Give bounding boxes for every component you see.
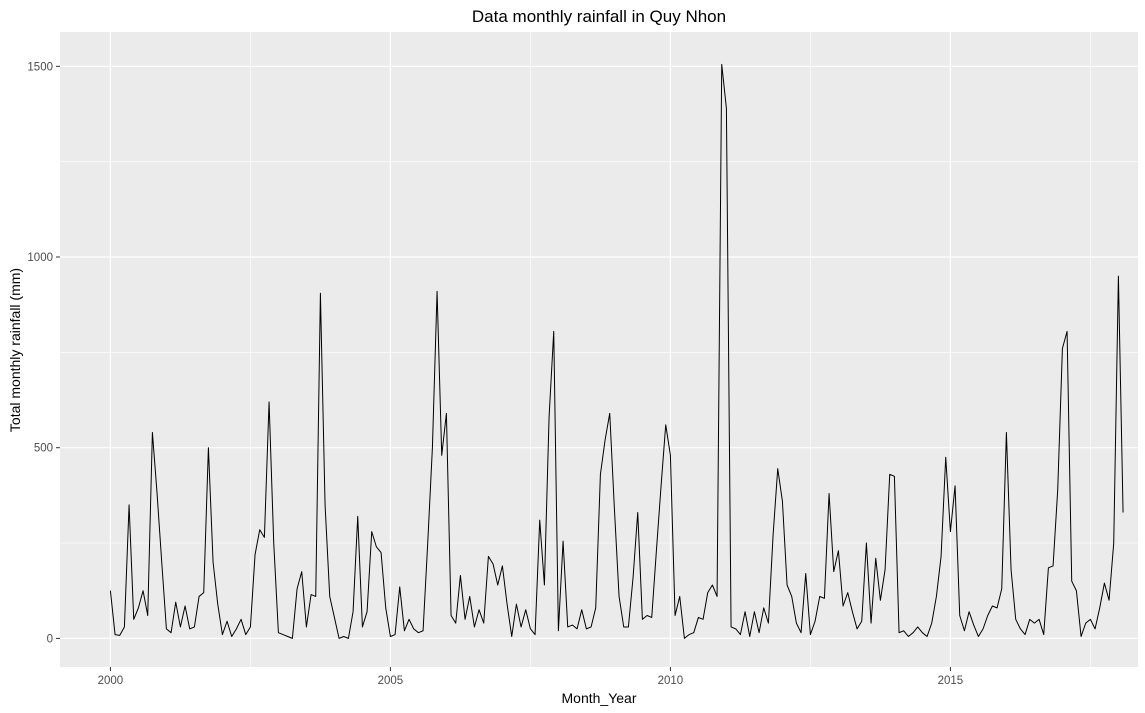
plot-panel (60, 32, 1138, 667)
series-line (109, 63, 1124, 639)
axis-ticks (56, 65, 951, 671)
y-tick-label: 1000 (27, 252, 53, 264)
x-axis-title: Month_Year (562, 690, 637, 706)
y-tick-labels: 0 500 1000 1500 (27, 61, 53, 645)
y-tick-label: 0 (47, 633, 53, 645)
y-axis-title: Total monthly rainfall (mm) (7, 268, 23, 432)
major-gridlines (60, 32, 1138, 667)
minor-gridlines (60, 32, 1138, 667)
y-tick-label: 1500 (27, 61, 53, 73)
chart-title: Data monthly rainfall in Quy Nhon (472, 7, 726, 26)
x-tick-label: 2015 (938, 675, 964, 687)
y-tick-label: 500 (34, 443, 53, 455)
x-tick-label: 2005 (378, 675, 404, 687)
x-tick-labels: 2000 2005 2010 2015 (98, 675, 964, 687)
x-tick-label: 2010 (658, 675, 684, 687)
x-tick-label: 2000 (98, 675, 124, 687)
